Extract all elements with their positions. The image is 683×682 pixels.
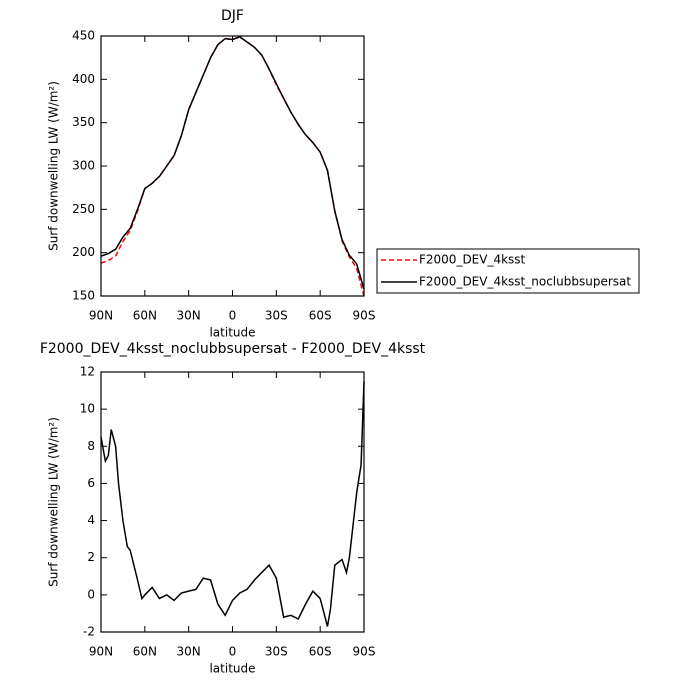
series-line — [100, 36, 365, 290]
y-axis-label: Surf downwelling LW (W/m²) — [47, 81, 61, 251]
x-tick-label: 90S — [353, 309, 376, 323]
y-tick-label: 200 — [72, 245, 95, 259]
x-tick-label: 60S — [309, 645, 332, 659]
y-tick-label: 0 — [87, 587, 95, 601]
x-tick-label: 30N — [177, 645, 201, 659]
x-tick-label: 60N — [133, 645, 157, 659]
x-tick-label: 90N — [89, 645, 113, 659]
x-axis-label: latitude — [209, 662, 255, 676]
chart-title: DJF — [221, 8, 244, 24]
panel: F2000_DEV_4ksst_noclubbsupersat - F2000_… — [40, 341, 426, 676]
plot-frame — [100, 371, 365, 633]
y-tick-label: 450 — [72, 29, 95, 43]
y-tick-label: 6 — [87, 476, 95, 490]
legend-box — [376, 248, 640, 294]
x-tick-label: 30N — [177, 309, 201, 323]
y-axis-label: Surf downwelling LW (W/m²) — [47, 417, 61, 587]
y-tick-label: 2 — [87, 550, 95, 564]
y-tick-label: -2 — [83, 625, 95, 639]
x-tick-label: 60N — [133, 309, 157, 323]
y-tick-label: 250 — [72, 202, 95, 216]
panel: DJF latitude Surf downwelling LW (W/m²) 90N… — [47, 8, 640, 340]
x-tick-label: 30S — [265, 309, 288, 323]
y-tick-label: 12 — [80, 365, 95, 379]
y-tick-label: 8 — [87, 439, 95, 453]
y-tick-label: 400 — [72, 72, 95, 86]
x-tick-label: 90N — [89, 309, 113, 323]
y-tick-label: 150 — [72, 289, 95, 303]
x-tick-label: 60S — [309, 309, 332, 323]
x-tick-label: 30S — [265, 645, 288, 659]
legend-label: F2000_DEV_4ksst — [419, 253, 526, 267]
x-tick-label: 90S — [353, 645, 376, 659]
series-line — [100, 36, 365, 297]
series-line — [100, 381, 365, 627]
x-tick-label: 0 — [229, 645, 237, 659]
legend-label: F2000_DEV_4ksst_noclubbsupersat — [419, 275, 631, 289]
y-tick-label: 300 — [72, 159, 95, 173]
y-tick-label: 4 — [87, 513, 95, 527]
x-tick-label: 0 — [229, 309, 237, 323]
plot-frame — [100, 35, 365, 297]
chart-title: F2000_DEV_4ksst_noclubbsupersat - F2000_… — [40, 341, 426, 357]
x-axis-label: latitude — [209, 326, 255, 340]
y-tick-label: 350 — [72, 115, 95, 129]
y-tick-label: 10 — [80, 402, 95, 416]
